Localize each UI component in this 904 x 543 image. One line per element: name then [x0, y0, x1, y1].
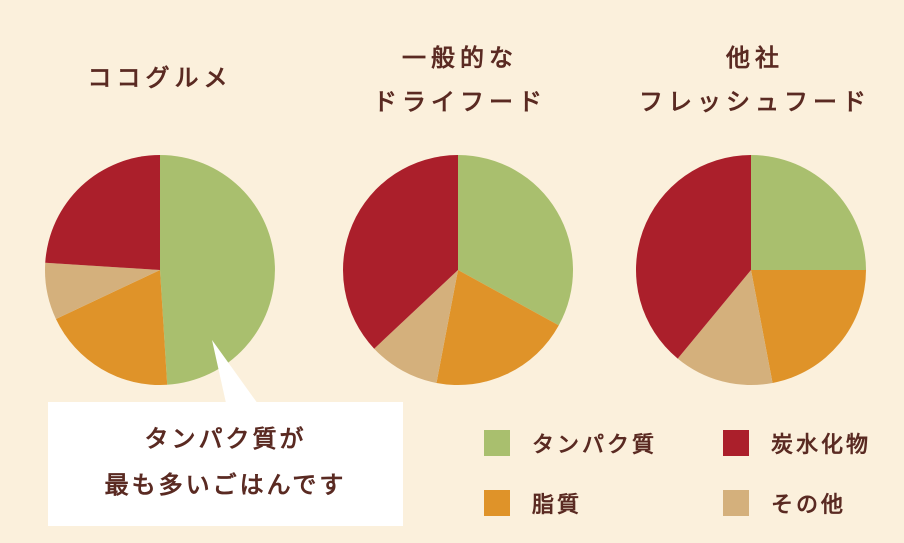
callout-line: タンパク質が [144, 425, 307, 453]
pie-slice-carbohydrate [636, 155, 751, 359]
pie-slice-other [45, 262, 160, 319]
legend-item-carbohydrate: 炭水化物 [723, 428, 871, 458]
pie-slice-other [374, 270, 458, 383]
chart-title-cocogourmet: ココグルメ [40, 56, 280, 100]
legend-label: 脂質 [532, 493, 583, 518]
pie-slice-carbohydrate [45, 155, 161, 270]
pie-slice-other [677, 270, 773, 385]
chart-title-line: 他社 [726, 44, 784, 72]
pie-slice-fat [55, 270, 168, 385]
legend-swatch [723, 430, 749, 456]
callout-text: タンパク質が 最も多いごはんです [48, 416, 403, 508]
callout-line: 最も多いごはんです [104, 471, 347, 499]
chart-title-line: 一般的な [402, 44, 518, 72]
pie-chart-1 [45, 155, 275, 385]
legend-label: その他 [771, 493, 847, 518]
pie-slice-protein [751, 155, 866, 270]
callout-pointer [212, 340, 258, 412]
legend-label: 炭水化物 [771, 433, 872, 458]
chart-title-text: ココグルメ [87, 64, 233, 92]
pie-chart-3 [636, 155, 866, 385]
callout-box: タンパク質が 最も多いごはんです [48, 402, 403, 526]
chart-title-fresh-food: 他社 フレッシュフード [630, 36, 880, 124]
pie-slice-fat [436, 270, 559, 385]
pie-slice-protein [458, 155, 574, 326]
legend-swatch [484, 490, 510, 516]
pie-slice-protein [160, 155, 275, 385]
legend-swatch [723, 490, 749, 516]
legend-label: タンパク質 [532, 433, 658, 458]
pie-slice-fat [751, 270, 866, 383]
chart-title-line: フレッシュフード [639, 88, 871, 116]
chart-title-dry-food: 一般的な ドライフード [340, 36, 580, 124]
legend-swatch [484, 430, 510, 456]
legend-item-other: その他 [723, 488, 846, 518]
legend-item-fat: 脂質 [484, 488, 582, 518]
pie-slice-carbohydrate [343, 155, 458, 349]
chart-title-line: ドライフード [373, 88, 547, 116]
pie-chart-2 [343, 155, 574, 385]
legend-item-protein: タンパク質 [484, 428, 657, 458]
